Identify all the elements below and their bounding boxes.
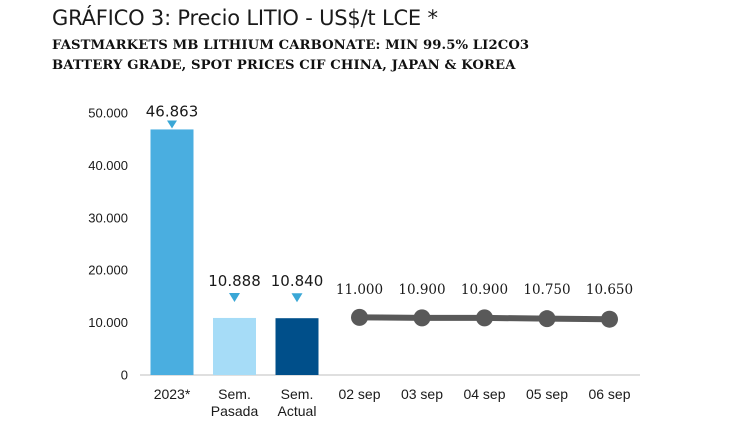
bar-label-0: 46.863: [146, 102, 199, 120]
bar-0: [150, 129, 194, 375]
bar-category-label-2-1: Actual: [278, 403, 317, 419]
chart-subtitle-line-1: FASTMARKETS MB LITHIUM CARBONATE: MIN 99…: [52, 38, 530, 53]
line-category-label-0: 02 sep: [338, 386, 380, 402]
chart-subtitle-line-2: BATTERY GRADE, SPOT PRICES CIF CHINA, JA…: [52, 58, 516, 73]
line-point-label-2: 10.900: [461, 282, 508, 298]
line-point-label-4: 10.650: [586, 282, 633, 298]
line-point-2: [476, 309, 493, 327]
chart-title: GRÁFICO 3: Precio LITIO - US$/t LCE *: [52, 6, 438, 30]
y-tick-label-1: 10.000: [88, 315, 128, 330]
bar-marker-1: [229, 292, 240, 302]
y-tick-label-4: 40.000: [88, 158, 128, 173]
bar-2: [275, 318, 319, 375]
bar-1: [213, 317, 256, 375]
line-point-1: [413, 309, 431, 327]
bar-category-label-1-1: Pasada: [211, 403, 259, 419]
bar-label-1: 10.888: [208, 272, 261, 290]
bar-label-2: 10.840: [271, 272, 324, 290]
line-category-label-1: 03 sep: [401, 386, 443, 402]
bar-marker-2: [291, 293, 303, 303]
line-point-label-0: 11.000: [336, 282, 383, 298]
bar-category-label-2-0: Sem.: [281, 386, 314, 402]
line-point-0: [351, 308, 368, 326]
bar-category-label-1-0: Sem.: [218, 386, 251, 402]
line-point-3: [538, 310, 556, 328]
line-category-label-4: 06 sep: [588, 386, 630, 402]
line-point-4: [601, 310, 618, 328]
y-tick-label-2: 20.000: [88, 263, 128, 278]
y-tick-label-5: 50.000: [88, 106, 128, 121]
line-point-label-3: 10.750: [523, 282, 570, 298]
y-tick-label-3: 30.000: [88, 210, 128, 225]
y-tick-label-0: 0: [121, 368, 128, 383]
line-category-label-2: 04 sep: [463, 386, 505, 402]
bar-category-label-0-0: 2023*: [154, 386, 191, 402]
line-category-label-3: 05 sep: [526, 386, 568, 402]
line-point-label-1: 10.900: [398, 282, 445, 298]
bar-marker-0: [167, 120, 177, 129]
